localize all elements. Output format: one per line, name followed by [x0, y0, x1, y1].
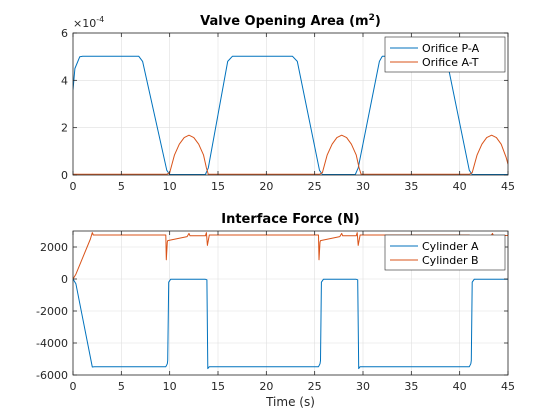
x-tick-label: 10	[163, 380, 177, 393]
axes-frame	[72, 32, 509, 176]
interface-force-chart: 0 5 10 15 20 25 30 35 40 45 -6000 -4000 -2000 0 2000 I…	[36, 212, 515, 409]
x-tick-label: 30	[356, 180, 370, 193]
y-tick-label: 0	[61, 273, 68, 286]
x-tick-label: 25	[308, 380, 322, 393]
x-tick-label: 5	[118, 380, 125, 393]
legend-label: Cylinder A	[422, 240, 479, 253]
y-exponent-power: -4	[96, 15, 104, 24]
x-tick-label: 0	[70, 380, 77, 393]
x-tick-label: 15	[211, 180, 225, 193]
y-tick-label: -4000	[36, 337, 68, 350]
x-tick-label: 45	[501, 380, 515, 393]
chart-title-main: Valve Opening Area (m	[200, 14, 368, 29]
x-tick-label: 20	[259, 380, 273, 393]
x-tick-label: 15	[211, 380, 225, 393]
x-tick-label: 40	[453, 180, 467, 193]
x-axis-label: Time (s)	[265, 395, 315, 409]
y-tick-label: -6000	[36, 369, 68, 382]
y-tick-label: 4	[61, 74, 68, 87]
chart-title: Valve Opening Area (m2)	[200, 13, 381, 29]
ticks: 0 5 10 15 20 25 30 35 40 45 0 2 4 6	[61, 27, 515, 193]
series-line-2	[73, 134, 508, 175]
legend-label: Orifice A-T	[422, 56, 479, 69]
chart-title-superscript: 2	[369, 13, 375, 23]
legend-box	[384, 36, 506, 73]
legend-label: Orifice P-A	[422, 42, 480, 55]
series-line-1	[73, 278, 508, 370]
chart-title: Interface Force (N)	[221, 212, 360, 227]
y-tick-label: 0	[61, 169, 68, 182]
x-tick-label: 35	[404, 180, 418, 193]
y-exponent-label: ×10-4	[73, 15, 104, 30]
y-tick-label: -2000	[36, 305, 68, 318]
y-tick-label: 6	[61, 27, 68, 40]
x-tick-label: 5	[118, 180, 125, 193]
x-tick-label: 25	[308, 180, 322, 193]
legend-box	[384, 234, 506, 271]
x-tick-label: 0	[70, 180, 77, 193]
x-tick-label: 30	[356, 380, 370, 393]
legend-label: Cylinder B	[422, 254, 479, 267]
chart-title-close: )	[375, 14, 381, 29]
y-exponent-base: ×10	[73, 17, 96, 30]
valve-opening-area-chart: 0 5 10 15 20 25 30 35 40 45 0 2 4 6 Valve Opening Are…	[61, 13, 515, 193]
x-tick-label: 10	[163, 180, 177, 193]
x-tick-label: 40	[453, 380, 467, 393]
y-tick-label: 2000	[40, 241, 68, 254]
axes-frame	[72, 230, 509, 376]
x-tick-label: 35	[404, 380, 418, 393]
ticks: 0 5 10 15 20 25 30 35 40 45 -6000 -4000 -2000 0 2000	[36, 231, 515, 393]
x-tick-label: 20	[259, 180, 273, 193]
x-tick-label: 45	[501, 180, 515, 193]
y-tick-label: 2	[61, 122, 68, 135]
